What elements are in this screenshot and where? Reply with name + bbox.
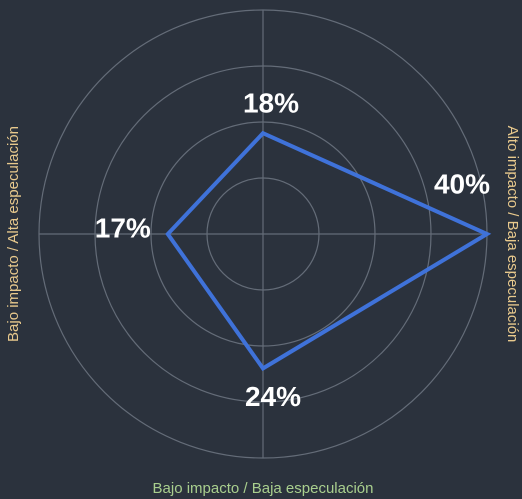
category-label: Bajo impacto / Baja especulación	[153, 480, 374, 497]
value-label: 17%	[95, 212, 151, 243]
value-label: 24%	[245, 381, 301, 412]
category-label: Bajo impacto / Alta especulación	[5, 126, 22, 342]
value-label: 18%	[243, 88, 299, 119]
category-label: Alto impacto / Baja especulación	[504, 126, 521, 343]
value-label: 40%	[434, 168, 490, 199]
radar-line	[165, 130, 492, 372]
